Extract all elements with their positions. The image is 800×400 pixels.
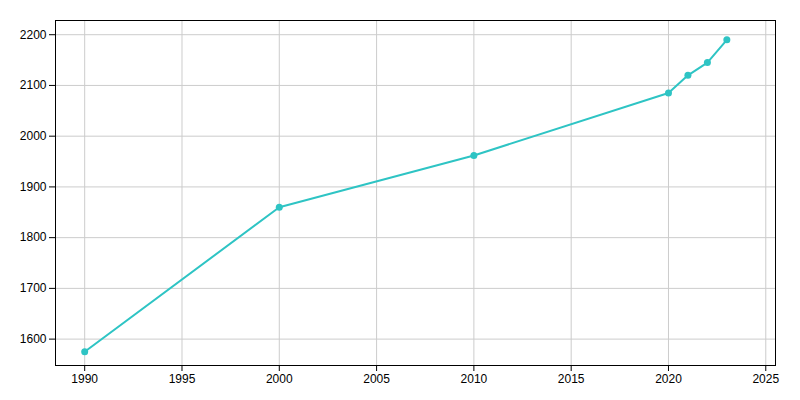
svg-text:2200: 2200 xyxy=(20,28,47,42)
svg-text:2020: 2020 xyxy=(655,372,682,386)
svg-text:1600: 1600 xyxy=(20,332,47,346)
svg-text:2100: 2100 xyxy=(20,78,47,92)
svg-text:1900: 1900 xyxy=(20,180,47,194)
svg-text:1990: 1990 xyxy=(71,372,98,386)
svg-text:1800: 1800 xyxy=(20,230,47,244)
svg-text:1995: 1995 xyxy=(169,372,196,386)
svg-text:2010: 2010 xyxy=(461,372,488,386)
svg-text:2005: 2005 xyxy=(363,372,390,386)
svg-text:2025: 2025 xyxy=(752,372,779,386)
svg-text:2000: 2000 xyxy=(20,129,47,143)
svg-text:2000: 2000 xyxy=(266,372,293,386)
svg-text:2015: 2015 xyxy=(558,372,585,386)
svg-text:1700: 1700 xyxy=(20,281,47,295)
